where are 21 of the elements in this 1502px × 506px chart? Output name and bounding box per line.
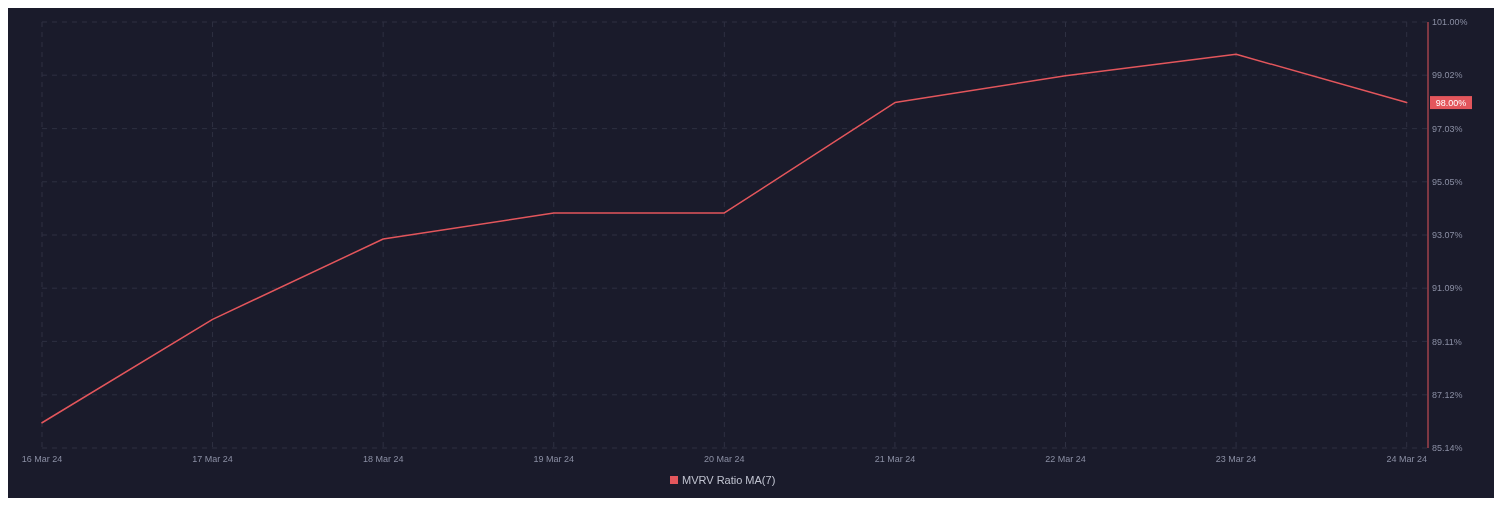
y-tick-label: 95.05% xyxy=(1432,176,1463,187)
y-tick-label: 85.14% xyxy=(1432,443,1463,454)
line-series xyxy=(41,53,1408,424)
x-tick-label: 21 Mar 24 xyxy=(874,454,916,464)
x-tick-label: 19 Mar 24 xyxy=(533,454,575,464)
x-tick-label: 18 Mar 24 xyxy=(362,454,404,464)
x-tick-label: 23 Mar 24 xyxy=(1215,454,1257,464)
y-tick-label: 101.00% xyxy=(1432,17,1468,28)
y-tick-label: 93.07% xyxy=(1432,230,1463,241)
y-tick-label: 87.12% xyxy=(1432,389,1463,400)
x-tick-label: 20 Mar 24 xyxy=(704,454,745,464)
x-tick-label: 17 Mar 24 xyxy=(192,454,233,464)
y-tick-label: 89.11% xyxy=(1432,336,1462,347)
x-tick-label: 24 Mar 24 xyxy=(1386,454,1427,464)
x-tick-label: 22 Mar 24 xyxy=(1045,454,1086,464)
text: 98.00% xyxy=(1435,97,1467,108)
x-tick-label: 16 Mar 24 xyxy=(21,454,63,464)
y-tick-label: 91.09% xyxy=(1432,283,1463,294)
y-tick-label: 97.03% xyxy=(1432,123,1463,134)
y-tick-label: 99.02% xyxy=(1432,70,1463,81)
legend-label: MVRV Ratio MA(7) xyxy=(682,474,776,486)
